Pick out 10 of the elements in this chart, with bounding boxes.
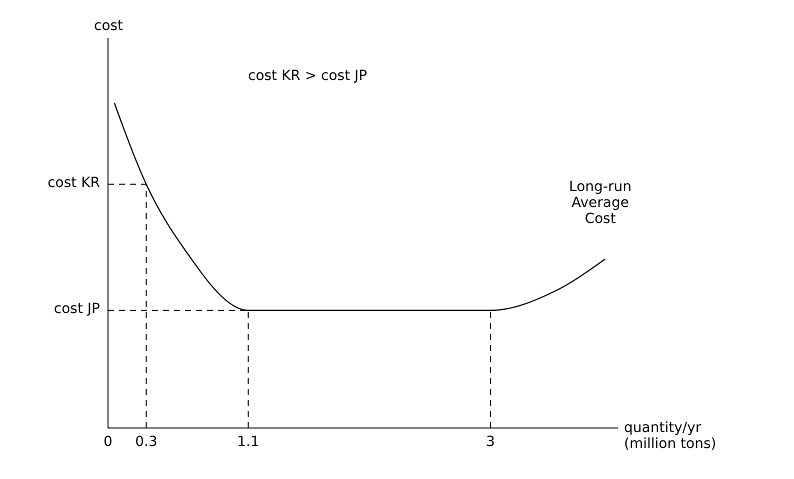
x-tick-label: 0.3 bbox=[135, 434, 158, 450]
ref-line-label: cost JP bbox=[54, 301, 100, 318]
y-axis-title: cost bbox=[94, 18, 124, 34]
x-tick-label: 1.1 bbox=[237, 434, 260, 450]
text: Long-run Average Cost bbox=[568, 179, 632, 227]
x-tick-label: 0 bbox=[104, 434, 112, 450]
x-tick-label: 3 bbox=[486, 434, 495, 450]
text: cost KR > cost JP bbox=[248, 68, 368, 84]
ref-line-label: cost KR bbox=[48, 175, 100, 192]
x-axis-title: quantity/yr (million tons) bbox=[624, 420, 718, 452]
